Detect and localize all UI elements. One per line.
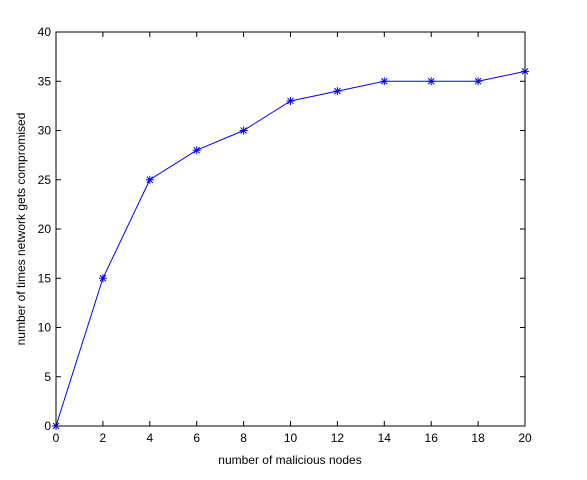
- y-tick-label: 0: [44, 419, 51, 433]
- x-tick-label: 4: [146, 431, 153, 445]
- y-tick-label: 40: [38, 25, 52, 39]
- x-tick-label: 14: [378, 431, 392, 445]
- x-tick-label: 2: [100, 431, 107, 445]
- data-point: [474, 77, 483, 86]
- x-tick-label: 18: [471, 431, 485, 445]
- data-point: [239, 126, 248, 135]
- data-point: [286, 96, 295, 105]
- y-tick-label: 10: [38, 321, 52, 335]
- x-tick-label: 12: [331, 431, 345, 445]
- data-point: [427, 77, 436, 86]
- y-tick-label: 25: [38, 173, 52, 187]
- data-point: [145, 175, 154, 184]
- data-point: [192, 146, 201, 155]
- data-point: [333, 87, 342, 96]
- y-tick-label: 15: [38, 271, 52, 285]
- data-point: [380, 77, 389, 86]
- x-tick-label: 20: [518, 431, 532, 445]
- tick-labels: 0 2 4 6 8 10 12 14 16 18 20 0 5 10 15 20 25 30 35 40: [38, 25, 532, 445]
- y-tick-label: 35: [38, 74, 52, 88]
- x-tick-label: 8: [240, 431, 247, 445]
- x-tick-label: 16: [425, 431, 439, 445]
- plot-frame: [55, 31, 526, 427]
- series-layer: [52, 67, 529, 430]
- x-tick-label: 10: [284, 431, 298, 445]
- y-tick-label: 20: [38, 222, 52, 236]
- y-tick-label: 5: [44, 370, 51, 384]
- y-axis-label: number of times network gets compromised: [14, 113, 28, 346]
- y-tick-label: 30: [38, 124, 52, 138]
- data-point: [98, 274, 107, 283]
- x-tick-label: 6: [193, 431, 200, 445]
- x-tick-label: 0: [53, 431, 60, 445]
- x-axis-label: number of malicious nodes: [218, 453, 361, 467]
